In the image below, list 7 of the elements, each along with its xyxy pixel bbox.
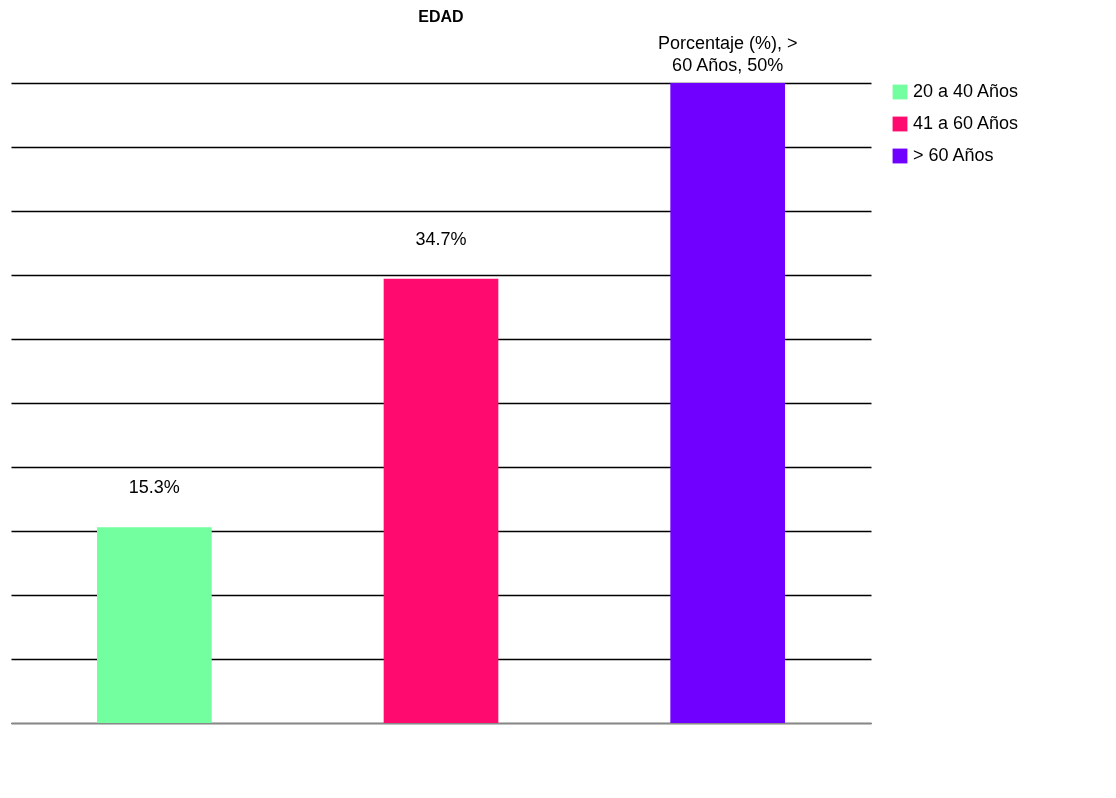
data-label: 34.7% [415,228,467,249]
data-label: Porcentaje (%), > 60 Años, 50% [657,33,798,75]
legend-label: > 60 Años [913,145,994,165]
legend-label: 20 a 40 Años [913,81,1019,101]
chart-title: EDAD [418,8,464,25]
data-label: 15.3% [128,477,180,498]
legend-label: 41 a 60 Años [913,113,1019,133]
